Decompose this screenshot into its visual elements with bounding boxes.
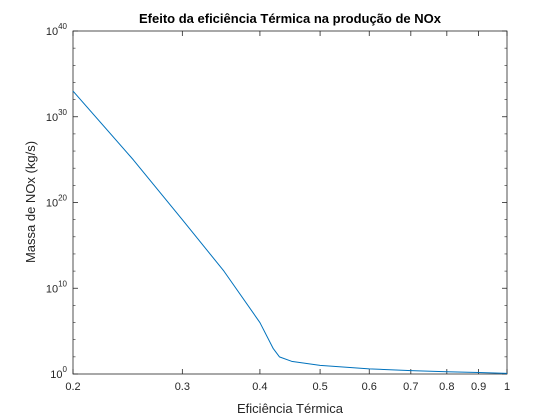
x-tick-label: 0.9 <box>471 381 486 393</box>
y-axis-label: Massa de NOx (kg/s) <box>23 141 38 263</box>
axis-ticks: 0.2 0.3 0.4 0.5 0.6 0.7 0.8 0.9 1 100 1010 1020 1030… <box>46 22 510 393</box>
y-tick-label: 1040 <box>46 22 68 38</box>
x-tick-label: 0.6 <box>362 381 377 393</box>
plot-area <box>72 30 508 375</box>
y-tick-label: 1010 <box>46 279 68 295</box>
x-tick-label: 0.2 <box>65 381 80 393</box>
y-tick-label: 100 <box>50 365 67 381</box>
series-layer <box>72 90 508 374</box>
series-line <box>72 90 508 374</box>
chart-title: Efeito da eficiência Térmica na produção… <box>139 11 442 26</box>
x-tick-label: 0.8 <box>439 381 454 393</box>
x-tick-label: 0.7 <box>403 381 418 393</box>
x-tick-label: 0.5 <box>312 381 327 393</box>
x-tick-label: 1 <box>504 381 510 393</box>
y-tick-label: 1030 <box>46 108 68 124</box>
x-tick-label: 0.4 <box>252 381 267 393</box>
y-tick-label: 1020 <box>46 194 68 210</box>
x-axis-label: Eficiência Térmica <box>237 401 344 416</box>
x-tick-label: 0.3 <box>175 381 190 393</box>
